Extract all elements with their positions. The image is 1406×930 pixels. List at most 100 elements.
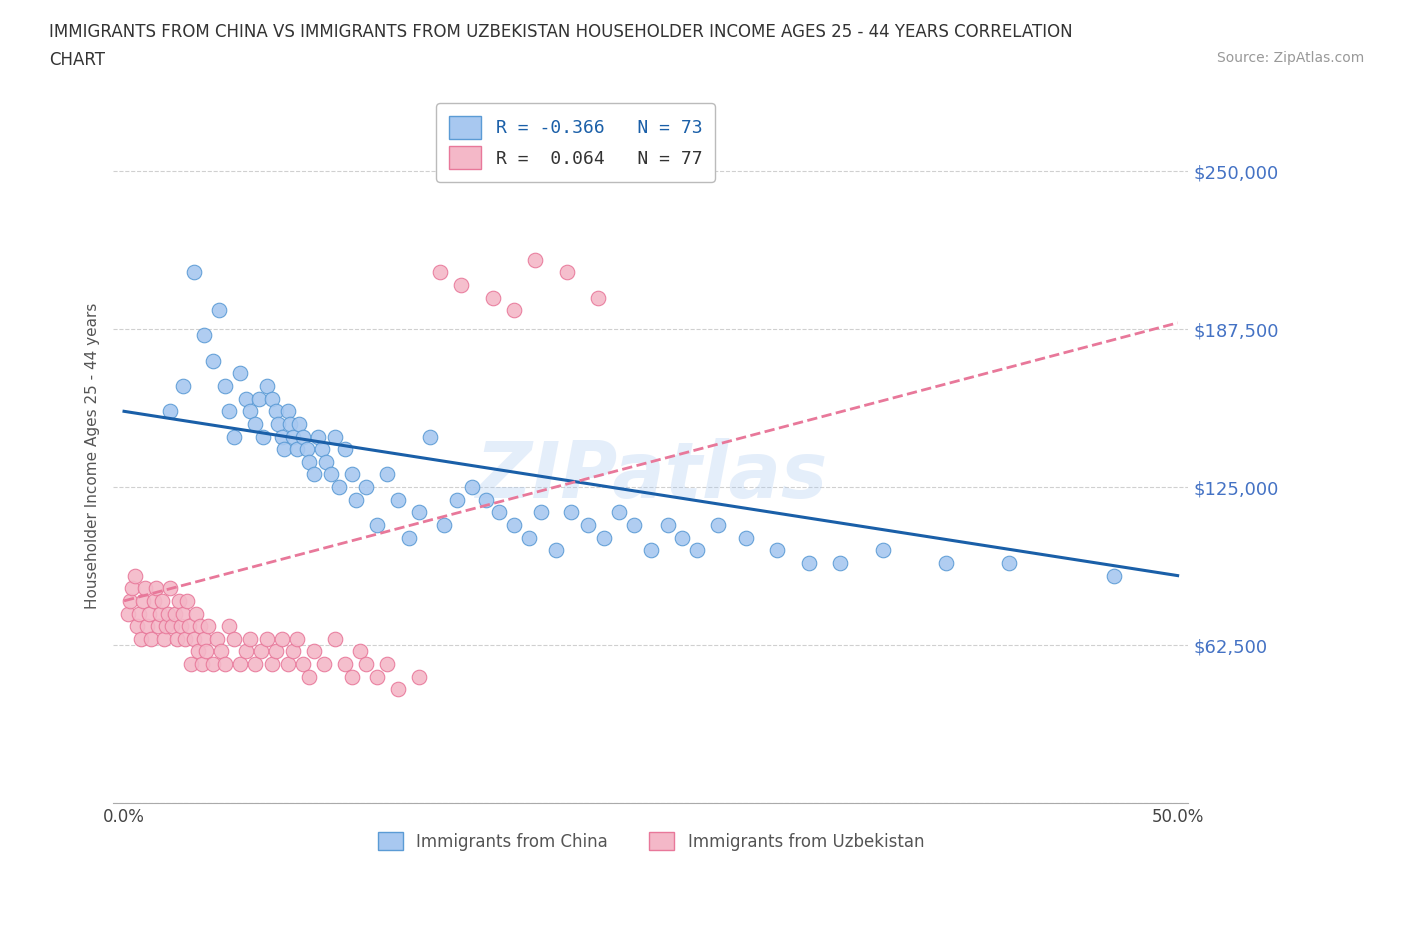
Point — [134, 581, 156, 596]
Point — [150, 593, 173, 608]
Point — [166, 631, 188, 646]
Point — [214, 657, 236, 671]
Point — [121, 581, 143, 596]
Point — [252, 429, 274, 444]
Point — [356, 657, 378, 671]
Y-axis label: Householder Income Ages 25 - 44 years: Householder Income Ages 25 - 44 years — [86, 302, 100, 609]
Point — [387, 492, 409, 507]
Point — [408, 505, 430, 520]
Point — [179, 618, 201, 633]
Point — [328, 480, 350, 495]
Point — [170, 618, 193, 633]
Point — [686, 543, 709, 558]
Point — [159, 581, 181, 596]
Point — [340, 670, 363, 684]
Point — [191, 657, 214, 671]
Point — [356, 480, 378, 495]
Point — [183, 265, 205, 280]
Point — [247, 392, 270, 406]
Point — [153, 631, 176, 646]
Point — [344, 492, 367, 507]
Point — [288, 417, 311, 432]
Legend: Immigrants from China, Immigrants from Uzbekistan: Immigrants from China, Immigrants from U… — [371, 826, 931, 857]
Point — [141, 631, 163, 646]
Point — [311, 442, 333, 457]
Point — [657, 518, 679, 533]
Point — [264, 644, 287, 658]
Point — [222, 429, 245, 444]
Point — [481, 290, 503, 305]
Point — [260, 657, 283, 671]
Point — [195, 644, 218, 658]
Point — [277, 657, 299, 671]
Point — [174, 631, 197, 646]
Point — [319, 467, 342, 482]
Point — [267, 417, 290, 432]
Point — [446, 492, 468, 507]
Point — [229, 366, 252, 381]
Point — [193, 328, 215, 343]
Point — [281, 429, 304, 444]
Point — [187, 644, 209, 658]
Point — [157, 606, 180, 621]
Point — [517, 530, 540, 545]
Text: IMMIGRANTS FROM CHINA VS IMMIGRANTS FROM UZBEKISTAN HOUSEHOLDER INCOME AGES 25 -: IMMIGRANTS FROM CHINA VS IMMIGRANTS FROM… — [49, 23, 1073, 41]
Point — [315, 455, 337, 470]
Point — [998, 555, 1021, 570]
Point — [707, 518, 730, 533]
Point — [235, 644, 257, 658]
Point — [340, 467, 363, 482]
Point — [1104, 568, 1126, 583]
Point — [555, 265, 578, 280]
Point — [149, 606, 172, 621]
Point — [366, 670, 388, 684]
Point — [273, 442, 295, 457]
Point — [145, 581, 167, 596]
Point — [872, 543, 894, 558]
Point — [214, 379, 236, 393]
Point — [307, 429, 329, 444]
Point — [239, 631, 262, 646]
Point — [128, 606, 150, 621]
Point — [560, 505, 582, 520]
Point — [292, 657, 315, 671]
Point — [607, 505, 630, 520]
Point — [256, 379, 278, 393]
Point — [120, 593, 142, 608]
Point — [239, 404, 262, 418]
Point — [502, 518, 524, 533]
Point — [766, 543, 789, 558]
Point — [264, 404, 287, 418]
Point — [260, 392, 283, 406]
Point — [208, 303, 231, 318]
Point — [138, 606, 160, 621]
Point — [201, 657, 224, 671]
Point — [180, 657, 202, 671]
Point — [136, 618, 159, 633]
Point — [797, 555, 820, 570]
Text: ZIPatlas: ZIPatlas — [475, 438, 827, 514]
Point — [285, 442, 308, 457]
Point — [285, 631, 308, 646]
Point — [162, 618, 184, 633]
Point — [335, 657, 357, 671]
Point — [475, 492, 498, 507]
Point — [387, 682, 409, 697]
Point — [488, 505, 510, 520]
Point — [167, 593, 190, 608]
Point — [576, 518, 599, 533]
Point — [256, 631, 278, 646]
Point — [429, 265, 451, 280]
Text: Source: ZipAtlas.com: Source: ZipAtlas.com — [1216, 51, 1364, 65]
Point — [830, 555, 852, 570]
Point — [193, 631, 215, 646]
Point — [314, 657, 336, 671]
Point — [640, 543, 662, 558]
Point — [117, 606, 139, 621]
Point — [280, 417, 302, 432]
Point — [335, 442, 357, 457]
Point — [398, 530, 420, 545]
Point — [297, 442, 319, 457]
Point — [172, 606, 194, 621]
Point — [450, 277, 472, 292]
